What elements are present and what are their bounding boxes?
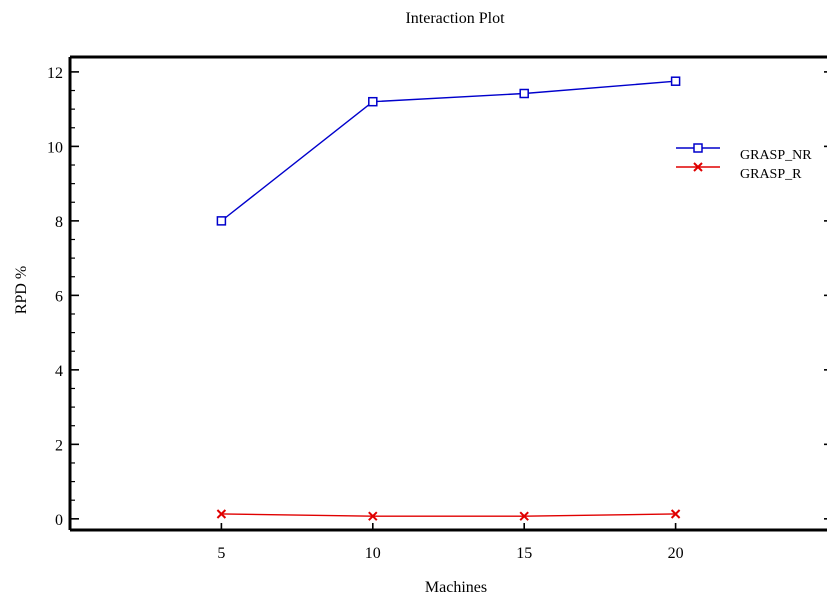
legend: GRASP_NR GRASP_R <box>676 143 812 182</box>
x-axis-label: Machines <box>425 579 487 596</box>
data-point-grasp-nr <box>216 216 227 226</box>
data-point-grasp-nr <box>519 88 529 99</box>
series-layer <box>216 76 681 521</box>
data-point-grasp-nr <box>368 96 378 107</box>
legend-label-grasp-nr: GRASP_NR <box>740 148 812 163</box>
legend-marker-grasp-r <box>693 162 703 172</box>
y-tick-label: 10 <box>47 139 63 156</box>
legend-marker-grasp-nr <box>693 143 703 153</box>
y-tick-label: 0 <box>55 512 63 529</box>
series-line-grasp-nr <box>220 80 676 222</box>
y-tick-label: 8 <box>55 214 63 231</box>
y-tick-label: 2 <box>55 437 63 454</box>
x-tick-label: 15 <box>516 545 532 562</box>
y-tick-label: 12 <box>47 65 63 82</box>
data-point-grasp-r <box>519 511 529 521</box>
y-ticks: 0 2 4 6 8 10 12 <box>47 65 827 529</box>
y-tick-label: 4 <box>55 363 63 380</box>
x-tick-label: 10 <box>365 545 381 562</box>
data-point-grasp-nr <box>670 76 681 86</box>
data-point-grasp-r <box>216 509 227 519</box>
series-line-grasp-r <box>221 513 676 517</box>
y-axis-label: RPD % <box>13 266 30 314</box>
legend-label-grasp-r: GRASP_R <box>740 167 802 182</box>
data-point-grasp-r <box>670 509 681 519</box>
data-point-grasp-r <box>368 511 378 521</box>
x-tick-label: 5 <box>217 545 225 562</box>
x-tick-label: 20 <box>668 545 684 562</box>
x-ticks: 5 10 15 20 <box>217 523 684 562</box>
y-tick-label: 6 <box>55 288 63 305</box>
chart-title: Interaction Plot <box>405 10 505 27</box>
